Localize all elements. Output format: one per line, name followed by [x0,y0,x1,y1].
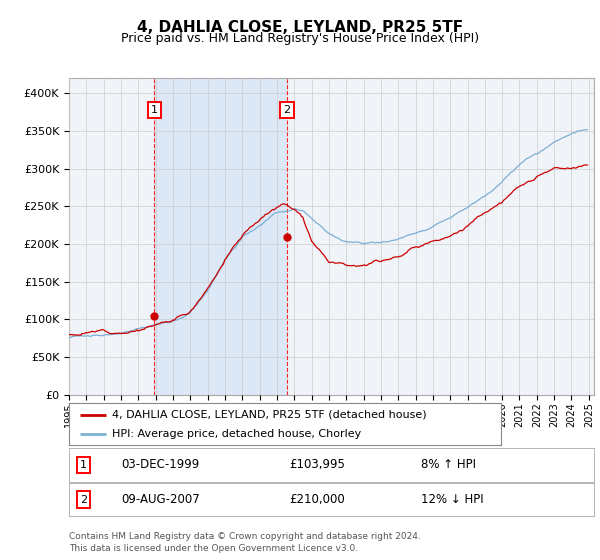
Text: 4, DAHLIA CLOSE, LEYLAND, PR25 5TF: 4, DAHLIA CLOSE, LEYLAND, PR25 5TF [137,20,463,35]
Text: 09-AUG-2007: 09-AUG-2007 [121,493,200,506]
Text: This data is licensed under the Open Government Licence v3.0.: This data is licensed under the Open Gov… [69,544,358,553]
Text: 4, DAHLIA CLOSE, LEYLAND, PR25 5TF (detached house): 4, DAHLIA CLOSE, LEYLAND, PR25 5TF (deta… [112,409,427,419]
Text: HPI: Average price, detached house, Chorley: HPI: Average price, detached house, Chor… [112,429,361,439]
Text: 03-DEC-1999: 03-DEC-1999 [121,458,200,472]
Text: 12% ↓ HPI: 12% ↓ HPI [421,493,484,506]
Text: 1: 1 [80,460,87,470]
Text: 8% ↑ HPI: 8% ↑ HPI [421,458,476,472]
Text: Contains HM Land Registry data © Crown copyright and database right 2024.: Contains HM Land Registry data © Crown c… [69,532,421,541]
Text: 2: 2 [80,494,87,505]
Text: 1: 1 [151,105,158,115]
Text: 2: 2 [283,105,290,115]
Text: £103,995: £103,995 [290,458,346,472]
Bar [154,78,287,395]
Text: Price paid vs. HM Land Registry's House Price Index (HPI): Price paid vs. HM Land Registry's House … [121,32,479,45]
Text: £210,000: £210,000 [290,493,345,506]
